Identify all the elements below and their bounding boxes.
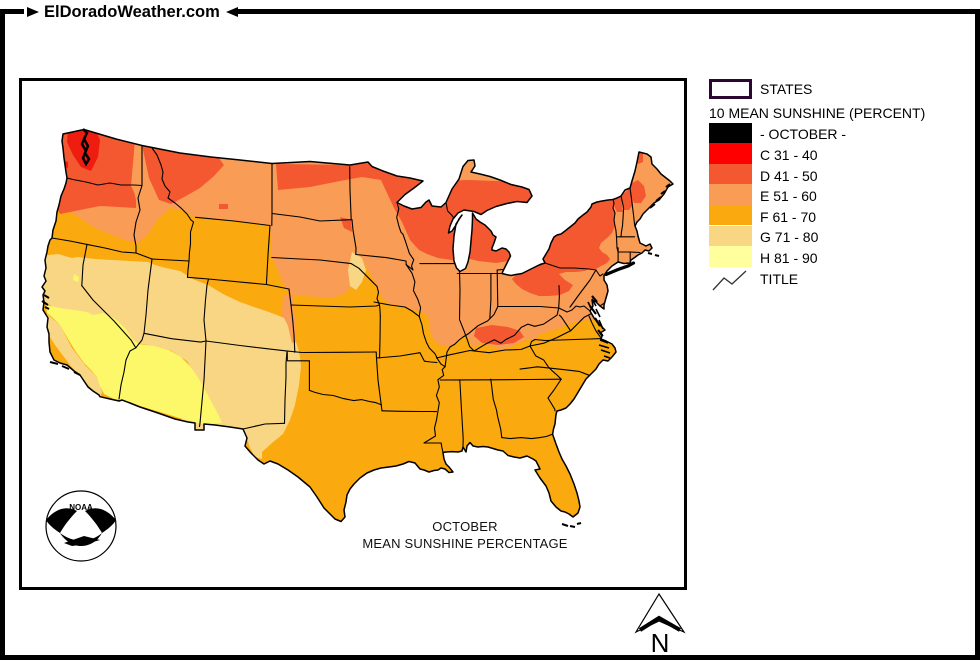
svg-text:NOAA: NOAA xyxy=(69,503,93,512)
svg-text:N: N xyxy=(651,628,670,658)
